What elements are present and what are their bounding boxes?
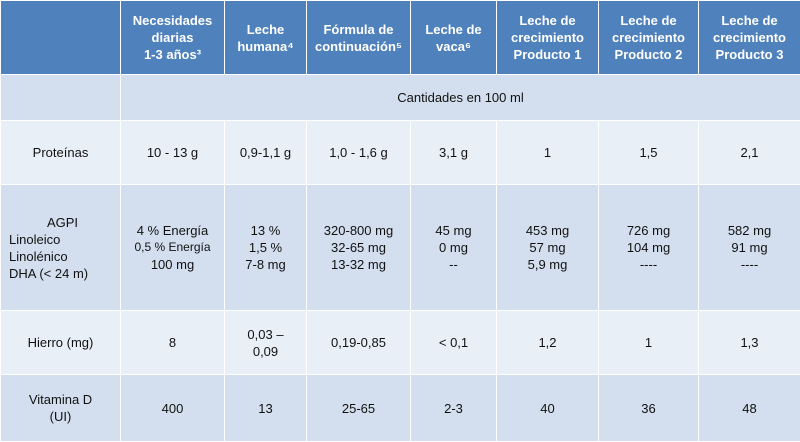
table-cell: 3,1 g bbox=[411, 121, 497, 185]
row-label-vitamina-d: Vitamina D(UI) bbox=[1, 375, 121, 442]
table-cell: 2,1 bbox=[699, 121, 800, 185]
table-cell: 1,3 bbox=[699, 311, 800, 375]
table-cell: 0,9-1,1 g bbox=[225, 121, 307, 185]
header-empty-cell bbox=[1, 1, 121, 75]
subheader-empty-cell bbox=[1, 75, 121, 121]
table-cell: 1,2 bbox=[497, 311, 599, 375]
table-cell: 13 %1,5 %7-8 mg bbox=[225, 185, 307, 311]
table-cell: 40 bbox=[497, 375, 599, 442]
table-cell: 8 bbox=[121, 311, 225, 375]
row-label-proteinas: Proteínas bbox=[1, 121, 121, 185]
table-cell: < 0,1 bbox=[411, 311, 497, 375]
table-cell: 1,0 - 1,6 g bbox=[307, 121, 411, 185]
table-cell: 36 bbox=[599, 375, 699, 442]
table-row: Proteínas 10 - 13 g 0,9-1,1 g 1,0 - 1,6 … bbox=[1, 121, 800, 185]
row-label-hierro: Hierro (mg) bbox=[1, 311, 121, 375]
table-cell: 2-3 bbox=[411, 375, 497, 442]
table-cell: 25-65 bbox=[307, 375, 411, 442]
table-cell: 48 bbox=[699, 375, 800, 442]
table-cell: 400 bbox=[121, 375, 225, 442]
table-cell: 0,19-0,85 bbox=[307, 311, 411, 375]
table-row: Hierro (mg) 8 0,03 –0,09 0,19-0,85 < 0,1… bbox=[1, 311, 800, 375]
table-cell: 1,5 bbox=[599, 121, 699, 185]
subheader-cantidades: Cantidades en 100 ml bbox=[121, 75, 800, 121]
table-cell: 1 bbox=[599, 311, 699, 375]
table-row: Vitamina D(UI) 400 13 25-65 2-3 40 36 48 bbox=[1, 375, 800, 442]
table-cell: 10 - 13 g bbox=[121, 121, 225, 185]
subheader-row: Cantidades en 100 ml bbox=[1, 75, 800, 121]
table-cell: 13 bbox=[225, 375, 307, 442]
table-cell: 1 bbox=[497, 121, 599, 185]
table-cell: 0,03 –0,09 bbox=[225, 311, 307, 375]
